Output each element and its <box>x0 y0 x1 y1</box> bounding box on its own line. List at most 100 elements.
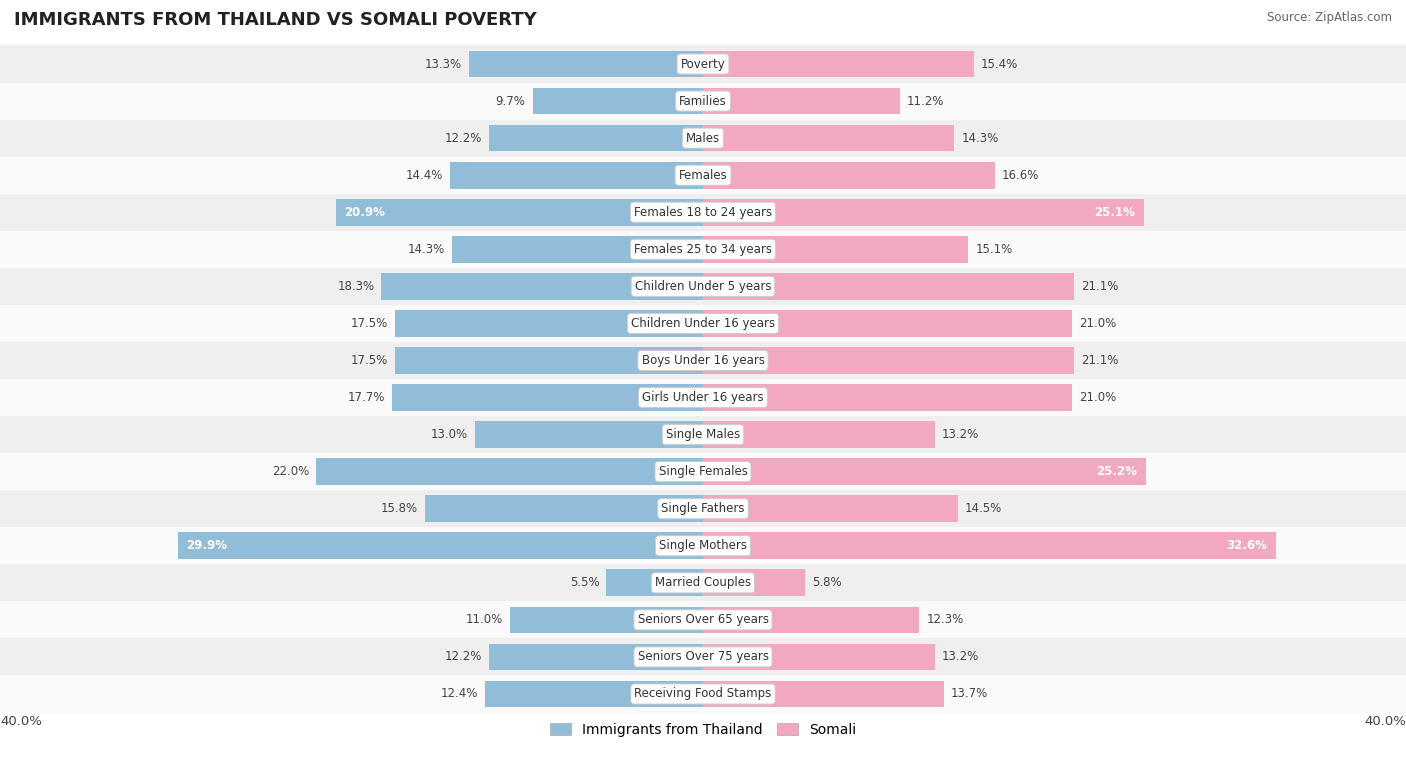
Bar <box>0 379 1406 416</box>
Bar <box>475 421 703 448</box>
Bar <box>703 162 995 189</box>
Text: Girls Under 16 years: Girls Under 16 years <box>643 391 763 404</box>
Text: 16.6%: 16.6% <box>1001 169 1039 182</box>
Bar <box>703 606 920 633</box>
Text: 5.8%: 5.8% <box>813 576 842 589</box>
Text: Females 18 to 24 years: Females 18 to 24 years <box>634 205 772 219</box>
Bar <box>703 273 1074 299</box>
Text: Poverty: Poverty <box>681 58 725 70</box>
Bar <box>0 528 1406 564</box>
Text: 17.5%: 17.5% <box>352 354 388 367</box>
Bar <box>0 490 1406 528</box>
Bar <box>703 51 973 77</box>
Text: 15.8%: 15.8% <box>381 503 419 515</box>
Text: Children Under 5 years: Children Under 5 years <box>634 280 772 293</box>
Bar <box>0 342 1406 379</box>
Text: 21.0%: 21.0% <box>1080 317 1116 330</box>
Bar <box>703 347 1074 374</box>
Text: 12.2%: 12.2% <box>444 650 481 663</box>
Text: 12.2%: 12.2% <box>444 132 481 145</box>
Bar <box>489 125 703 152</box>
Text: Single Males: Single Males <box>666 428 740 441</box>
Text: 21.1%: 21.1% <box>1081 354 1118 367</box>
Text: 14.4%: 14.4% <box>405 169 443 182</box>
Bar <box>0 157 1406 194</box>
Bar <box>392 384 703 411</box>
Text: 40.0%: 40.0% <box>0 716 42 728</box>
Text: Married Couples: Married Couples <box>655 576 751 589</box>
Bar <box>0 194 1406 230</box>
Bar <box>0 45 1406 83</box>
Bar <box>0 268 1406 305</box>
Text: 15.1%: 15.1% <box>976 243 1012 255</box>
Text: 25.2%: 25.2% <box>1097 465 1137 478</box>
Text: Females: Females <box>679 169 727 182</box>
Text: 21.0%: 21.0% <box>1080 391 1116 404</box>
Bar <box>425 496 703 522</box>
Text: 14.5%: 14.5% <box>965 503 1002 515</box>
Text: Seniors Over 75 years: Seniors Over 75 years <box>637 650 769 663</box>
Bar <box>489 644 703 670</box>
Text: Males: Males <box>686 132 720 145</box>
Bar <box>703 459 1146 485</box>
Bar <box>606 569 703 596</box>
Bar <box>703 236 969 262</box>
Bar <box>703 384 1073 411</box>
Text: Single Females: Single Females <box>658 465 748 478</box>
Text: Seniors Over 65 years: Seniors Over 65 years <box>637 613 769 626</box>
Bar <box>703 569 804 596</box>
Text: 13.3%: 13.3% <box>425 58 463 70</box>
Bar <box>703 681 943 707</box>
Text: 13.7%: 13.7% <box>950 688 988 700</box>
Bar <box>451 236 703 262</box>
Bar <box>533 88 703 114</box>
Bar <box>0 305 1406 342</box>
Bar <box>703 421 935 448</box>
Bar <box>703 310 1073 337</box>
Bar <box>0 675 1406 713</box>
Bar <box>336 199 703 226</box>
Text: 32.6%: 32.6% <box>1226 539 1267 553</box>
Text: 5.5%: 5.5% <box>569 576 599 589</box>
Text: 18.3%: 18.3% <box>337 280 374 293</box>
Bar <box>395 310 703 337</box>
Bar <box>703 199 1144 226</box>
Bar <box>703 125 955 152</box>
Bar <box>0 453 1406 490</box>
Bar <box>510 606 703 633</box>
Bar <box>0 120 1406 157</box>
Bar <box>470 51 703 77</box>
Text: 11.0%: 11.0% <box>465 613 503 626</box>
Text: 17.5%: 17.5% <box>352 317 388 330</box>
Bar <box>703 88 900 114</box>
Text: 20.9%: 20.9% <box>344 205 385 219</box>
Bar <box>0 601 1406 638</box>
Text: 13.2%: 13.2% <box>942 428 979 441</box>
Text: 13.2%: 13.2% <box>942 650 979 663</box>
Bar <box>703 496 957 522</box>
Text: Receiving Food Stamps: Receiving Food Stamps <box>634 688 772 700</box>
Text: 9.7%: 9.7% <box>496 95 526 108</box>
Text: Families: Families <box>679 95 727 108</box>
Legend: Immigrants from Thailand, Somali: Immigrants from Thailand, Somali <box>544 717 862 742</box>
Text: 21.1%: 21.1% <box>1081 280 1118 293</box>
Bar <box>485 681 703 707</box>
Text: 12.3%: 12.3% <box>927 613 963 626</box>
Text: 12.4%: 12.4% <box>440 688 478 700</box>
Text: 22.0%: 22.0% <box>273 465 309 478</box>
Bar <box>0 416 1406 453</box>
Text: 29.9%: 29.9% <box>187 539 228 553</box>
Bar <box>0 564 1406 601</box>
Text: 14.3%: 14.3% <box>962 132 998 145</box>
Text: 13.0%: 13.0% <box>430 428 467 441</box>
Bar <box>0 83 1406 120</box>
Text: 14.3%: 14.3% <box>408 243 444 255</box>
Bar <box>177 532 703 559</box>
Text: Females 25 to 34 years: Females 25 to 34 years <box>634 243 772 255</box>
Text: Single Fathers: Single Fathers <box>661 503 745 515</box>
Bar <box>316 459 703 485</box>
Bar <box>395 347 703 374</box>
Text: Boys Under 16 years: Boys Under 16 years <box>641 354 765 367</box>
Bar <box>0 638 1406 675</box>
Text: 40.0%: 40.0% <box>1364 716 1406 728</box>
